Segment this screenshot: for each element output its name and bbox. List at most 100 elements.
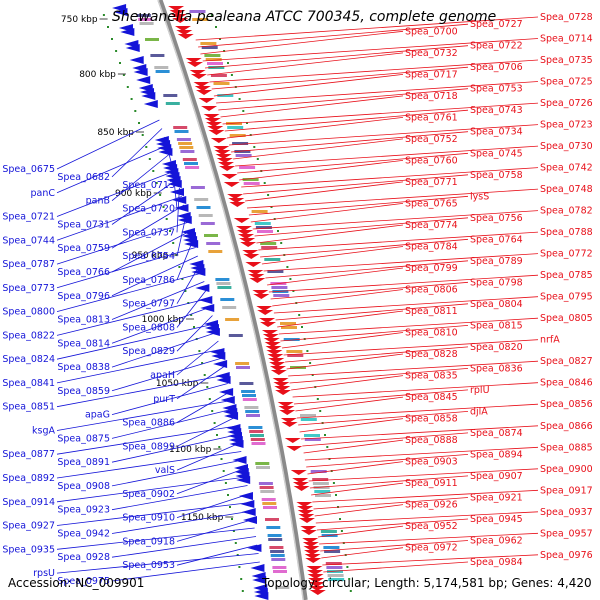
forward-gene-arrow bbox=[305, 558, 322, 563]
ring-dot bbox=[190, 314, 193, 316]
forward-gene-arrow bbox=[267, 354, 284, 359]
forward-leader-line bbox=[200, 30, 404, 55]
forward-leader-line bbox=[250, 203, 404, 223]
forward-leader-line bbox=[246, 188, 539, 209]
forward-gene-arrow bbox=[272, 378, 289, 383]
forward-leader-line bbox=[307, 461, 404, 475]
feature-bar bbox=[176, 138, 191, 141]
feature-bar bbox=[217, 286, 232, 289]
reverse-gene-arrow bbox=[125, 44, 140, 52]
forward-gene-arrow bbox=[233, 218, 250, 223]
forward-gene-label: Spea_0743 bbox=[470, 105, 523, 116]
forward-leader-line bbox=[298, 411, 469, 426]
reverse-leader-line bbox=[111, 204, 185, 249]
forward-gene-arrow bbox=[300, 526, 317, 531]
feature-bar bbox=[173, 126, 188, 129]
forward-gene-arrow bbox=[297, 510, 314, 515]
reverse-gene-label: Spea_0838 bbox=[57, 362, 110, 373]
forward-leader-line bbox=[252, 210, 539, 230]
feature-bar bbox=[255, 226, 272, 229]
forward-leader-line bbox=[319, 532, 539, 545]
forward-gene-label: Spea_0952 bbox=[405, 521, 458, 532]
forward-leader-line bbox=[303, 439, 404, 454]
reverse-gene-label: Spea_0829 bbox=[122, 346, 175, 357]
reverse-gene-arrow bbox=[191, 268, 206, 276]
reverse-leader-line bbox=[111, 153, 170, 202]
forward-gene-label: rplU bbox=[470, 385, 490, 396]
ring-dot bbox=[218, 446, 221, 448]
reverse-leader-line bbox=[111, 536, 257, 558]
forward-leader-line bbox=[292, 382, 539, 398]
forward-gene-arrow bbox=[269, 362, 286, 367]
forward-gene-label: djlA bbox=[470, 406, 488, 417]
reverse-gene-arrow bbox=[241, 508, 256, 516]
forward-gene-label: Spea_0789 bbox=[470, 256, 523, 267]
feature-bar bbox=[225, 318, 240, 321]
ring-dot bbox=[298, 314, 301, 316]
feature-bar bbox=[314, 490, 331, 493]
forward-gene-label: Spea_0758 bbox=[470, 170, 523, 181]
feature-bar bbox=[136, 14, 151, 17]
forward-leader-line bbox=[277, 310, 404, 328]
reverse-gene-label: Spea_0902 bbox=[122, 489, 175, 500]
feature-bar bbox=[257, 230, 273, 233]
reverse-gene-arrow bbox=[141, 92, 156, 100]
forward-gene-arrow bbox=[174, 26, 191, 31]
forward-gene-label: Spea_0836 bbox=[470, 363, 523, 374]
forward-gene-arrow bbox=[223, 182, 240, 187]
feature-bar bbox=[194, 198, 209, 201]
feature-bar bbox=[312, 478, 329, 481]
reverse-leader-line bbox=[56, 170, 175, 217]
forward-gene-label: Spea_0771 bbox=[405, 177, 458, 188]
feature-bar bbox=[235, 362, 250, 365]
ring-dot bbox=[349, 590, 352, 592]
reverse-gene-arrow bbox=[143, 100, 158, 108]
forward-gene-arrow bbox=[296, 502, 313, 507]
feature-bar bbox=[182, 158, 197, 161]
feature-bar bbox=[242, 398, 257, 401]
reverse-gene-label: panB bbox=[86, 196, 110, 207]
forward-gene-arrow bbox=[216, 158, 233, 163]
ring-dot bbox=[138, 122, 140, 124]
feature-bar bbox=[266, 526, 281, 529]
feature-bar bbox=[208, 66, 225, 69]
forward-leader-line bbox=[211, 66, 469, 90]
ring-dot bbox=[198, 350, 201, 352]
forward-gene-label: Spea_0735 bbox=[540, 55, 593, 66]
reverse-leader-line bbox=[56, 196, 182, 241]
reverse-leader-line bbox=[111, 357, 223, 392]
feature-bar bbox=[163, 94, 178, 97]
ring-dot bbox=[224, 482, 227, 484]
forward-leader-line bbox=[224, 109, 469, 132]
feature-bar bbox=[269, 546, 284, 549]
reverse-leader-line bbox=[56, 272, 203, 312]
feature-bar bbox=[242, 394, 256, 397]
forward-gene-arrow bbox=[262, 334, 279, 339]
ring-dot bbox=[219, 38, 221, 40]
reverse-leader-line bbox=[111, 383, 228, 415]
forward-gene-label: Spea_0788 bbox=[540, 227, 593, 238]
reverse-gene-label: Spea_0773 bbox=[2, 283, 55, 294]
ring-dot bbox=[215, 26, 217, 28]
forward-leader-line bbox=[204, 45, 469, 69]
reverse-gene-label: Spea_0910 bbox=[122, 513, 175, 524]
reverse-gene-label: Spea_0892 bbox=[2, 473, 55, 484]
forward-gene-arrow bbox=[257, 310, 274, 315]
reverse-leader-line bbox=[176, 493, 250, 518]
reverse-gene-label: Spea_0787 bbox=[2, 259, 55, 270]
feature-bar bbox=[256, 466, 270, 469]
reverse-gene-label: Spea_0914 bbox=[2, 497, 55, 508]
forward-gene-arrow bbox=[278, 406, 295, 411]
reverse-gene-arrow bbox=[174, 204, 189, 212]
forward-gene-arrow bbox=[239, 238, 256, 243]
feature-bar bbox=[265, 518, 279, 521]
ring-dot bbox=[234, 542, 237, 544]
feature-bar bbox=[325, 562, 342, 565]
feature-bar bbox=[216, 282, 231, 285]
feature-bar bbox=[208, 250, 223, 253]
forward-leader-line bbox=[245, 181, 404, 202]
forward-leader-line bbox=[198, 23, 469, 48]
reverse-leader-line bbox=[176, 544, 258, 566]
reverse-gene-label: Spea_0737 bbox=[122, 227, 175, 238]
